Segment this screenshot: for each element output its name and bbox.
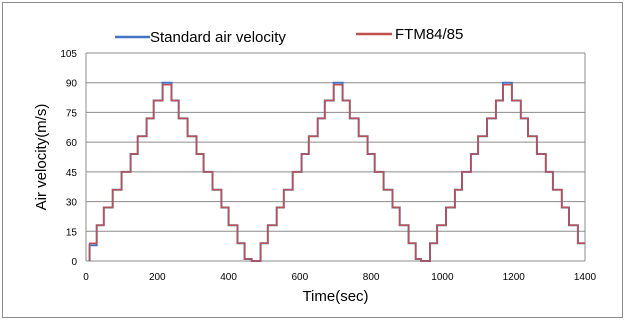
series-line-1 — [88, 83, 585, 262]
legend: Standard air velocity FTM84/85 — [115, 26, 463, 46]
gridlines — [86, 52, 585, 232]
y-tick-label-3: 45 — [66, 168, 78, 179]
y-tick-label-7: 105 — [60, 49, 77, 60]
y-tick-label-0: 0 — [71, 257, 77, 268]
y-tick-label-2: 30 — [66, 198, 78, 209]
x-tick-label-4: 800 — [363, 272, 380, 283]
x-tick-label-0: 0 — [83, 272, 89, 283]
x-tick-labels: 0 200 400 600 800 1000 1200 1400 — [83, 272, 596, 283]
x-tick-label-3: 600 — [292, 272, 309, 283]
legend-label-ftm: FTM84/85 — [395, 26, 463, 43]
axes — [85, 53, 586, 262]
y-tick-label-5: 75 — [66, 108, 78, 119]
chart-frame — [2, 2, 623, 318]
x-tick-label-2: 400 — [220, 272, 237, 283]
y-tick-label-6: 90 — [66, 79, 78, 90]
x-axis-title: Time(sec) — [302, 288, 368, 305]
x-tick-label-7: 1400 — [574, 272, 597, 283]
x-tick-label-1: 200 — [149, 272, 166, 283]
y-tick-label-1: 15 — [66, 227, 78, 238]
x-tick-label-5: 1000 — [431, 272, 454, 283]
x-tick-label-6: 1200 — [503, 272, 526, 283]
y-axis-title: Air velocity(m/s) — [33, 104, 50, 211]
legend-label-standard: Standard air velocity — [150, 29, 286, 46]
y-tick-label-4: 60 — [66, 138, 78, 149]
series-lines — [88, 81, 585, 262]
y-tick-labels: 0 15 30 45 60 75 90 105 — [60, 49, 77, 268]
